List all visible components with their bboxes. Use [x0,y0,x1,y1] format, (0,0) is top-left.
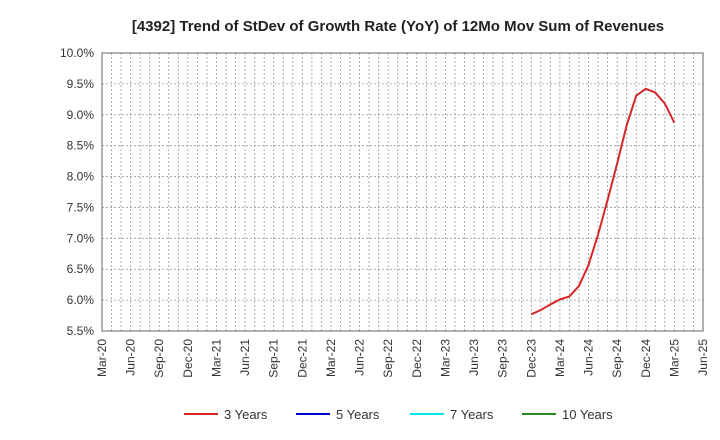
x-tick-label: Dec-22 [410,339,424,378]
legend: 3 Years 5 Years 7 Years 10 Years [184,407,613,422]
legend-label: 5 Years [336,407,380,422]
y-tick-label: 9.5% [67,77,95,91]
legend-label: 3 Years [224,407,268,422]
x-tick-label: Mar-25 [667,339,681,377]
y-tick-label: 8.5% [67,139,95,153]
chart-title: [4392] Trend of StDev of Growth Rate (Yo… [132,18,664,35]
x-tick-label: Jun-23 [467,339,481,376]
y-axis-ticks: 10.0% 9.5% 9.0% 8.5% 8.0% 7.5% 7.0% 6.5% 6.0% 5.5… [60,46,94,338]
y-tick-label: 10.0% [60,46,94,60]
y-tick-label: 7.0% [67,231,95,245]
series-lines [530,87,676,316]
x-tick-label: Mar-20 [95,339,109,377]
legend-label: 7 Years [450,407,494,422]
legend-label: 10 Years [562,407,613,422]
y-tick-label: 7.5% [67,200,95,214]
x-tick-label: Jun-22 [353,339,367,376]
x-tick-label: Jun-21 [238,339,252,376]
x-tick-label: Mar-21 [209,339,223,377]
y-tick-label: 5.5% [67,324,95,338]
x-tick-label: Dec-21 [295,339,309,378]
x-tick-label: Mar-22 [324,339,338,377]
plot-frame [101,52,704,332]
x-tick-label: Dec-20 [181,339,195,378]
x-tick-label: Sep-23 [496,339,510,378]
y-tick-label: 6.5% [67,262,95,276]
x-tick-label: Sep-22 [381,339,395,378]
x-tick-label: Dec-24 [639,339,653,378]
x-tick-label: Sep-21 [267,339,281,378]
x-tick-label: Dec-23 [524,339,538,378]
series-line-3-years [530,87,676,316]
grid [102,52,703,332]
x-tick-label: Sep-24 [610,339,624,378]
y-tick-label: 9.0% [67,108,95,122]
x-tick-label: Jun-20 [124,339,138,376]
y-tick-label: 8.0% [67,170,95,184]
x-tick-label: Mar-23 [438,339,452,377]
x-tick-label: Jun-25 [696,339,710,376]
x-tick-label: Jun-24 [582,339,596,376]
x-tick-label: Mar-24 [553,339,567,377]
x-tick-label: Sep-20 [152,339,166,378]
x-axis-ticks: Mar-20 Jun-20 Sep-20 Dec-20 Mar-21 Jun-21 Sep-… [95,339,710,378]
y-tick-label: 6.0% [67,293,95,307]
